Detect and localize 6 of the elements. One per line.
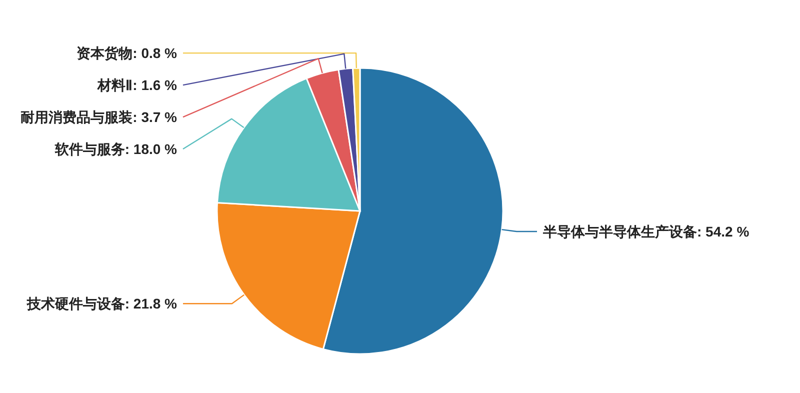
slice-label: 半导体与半导体生产设备: 54.2 %	[542, 224, 750, 240]
slice-label: 耐用消费品与服装: 3.7 %	[20, 109, 178, 126]
slice-label: 技术硬件与设备: 21.8 %	[26, 296, 178, 312]
slice-label: 资本货物: 0.8 %	[76, 45, 178, 62]
slice-label: 软件与服务: 18.0 %	[54, 141, 178, 158]
slice-label: 材料Ⅱ: 1.6 %	[96, 77, 178, 94]
